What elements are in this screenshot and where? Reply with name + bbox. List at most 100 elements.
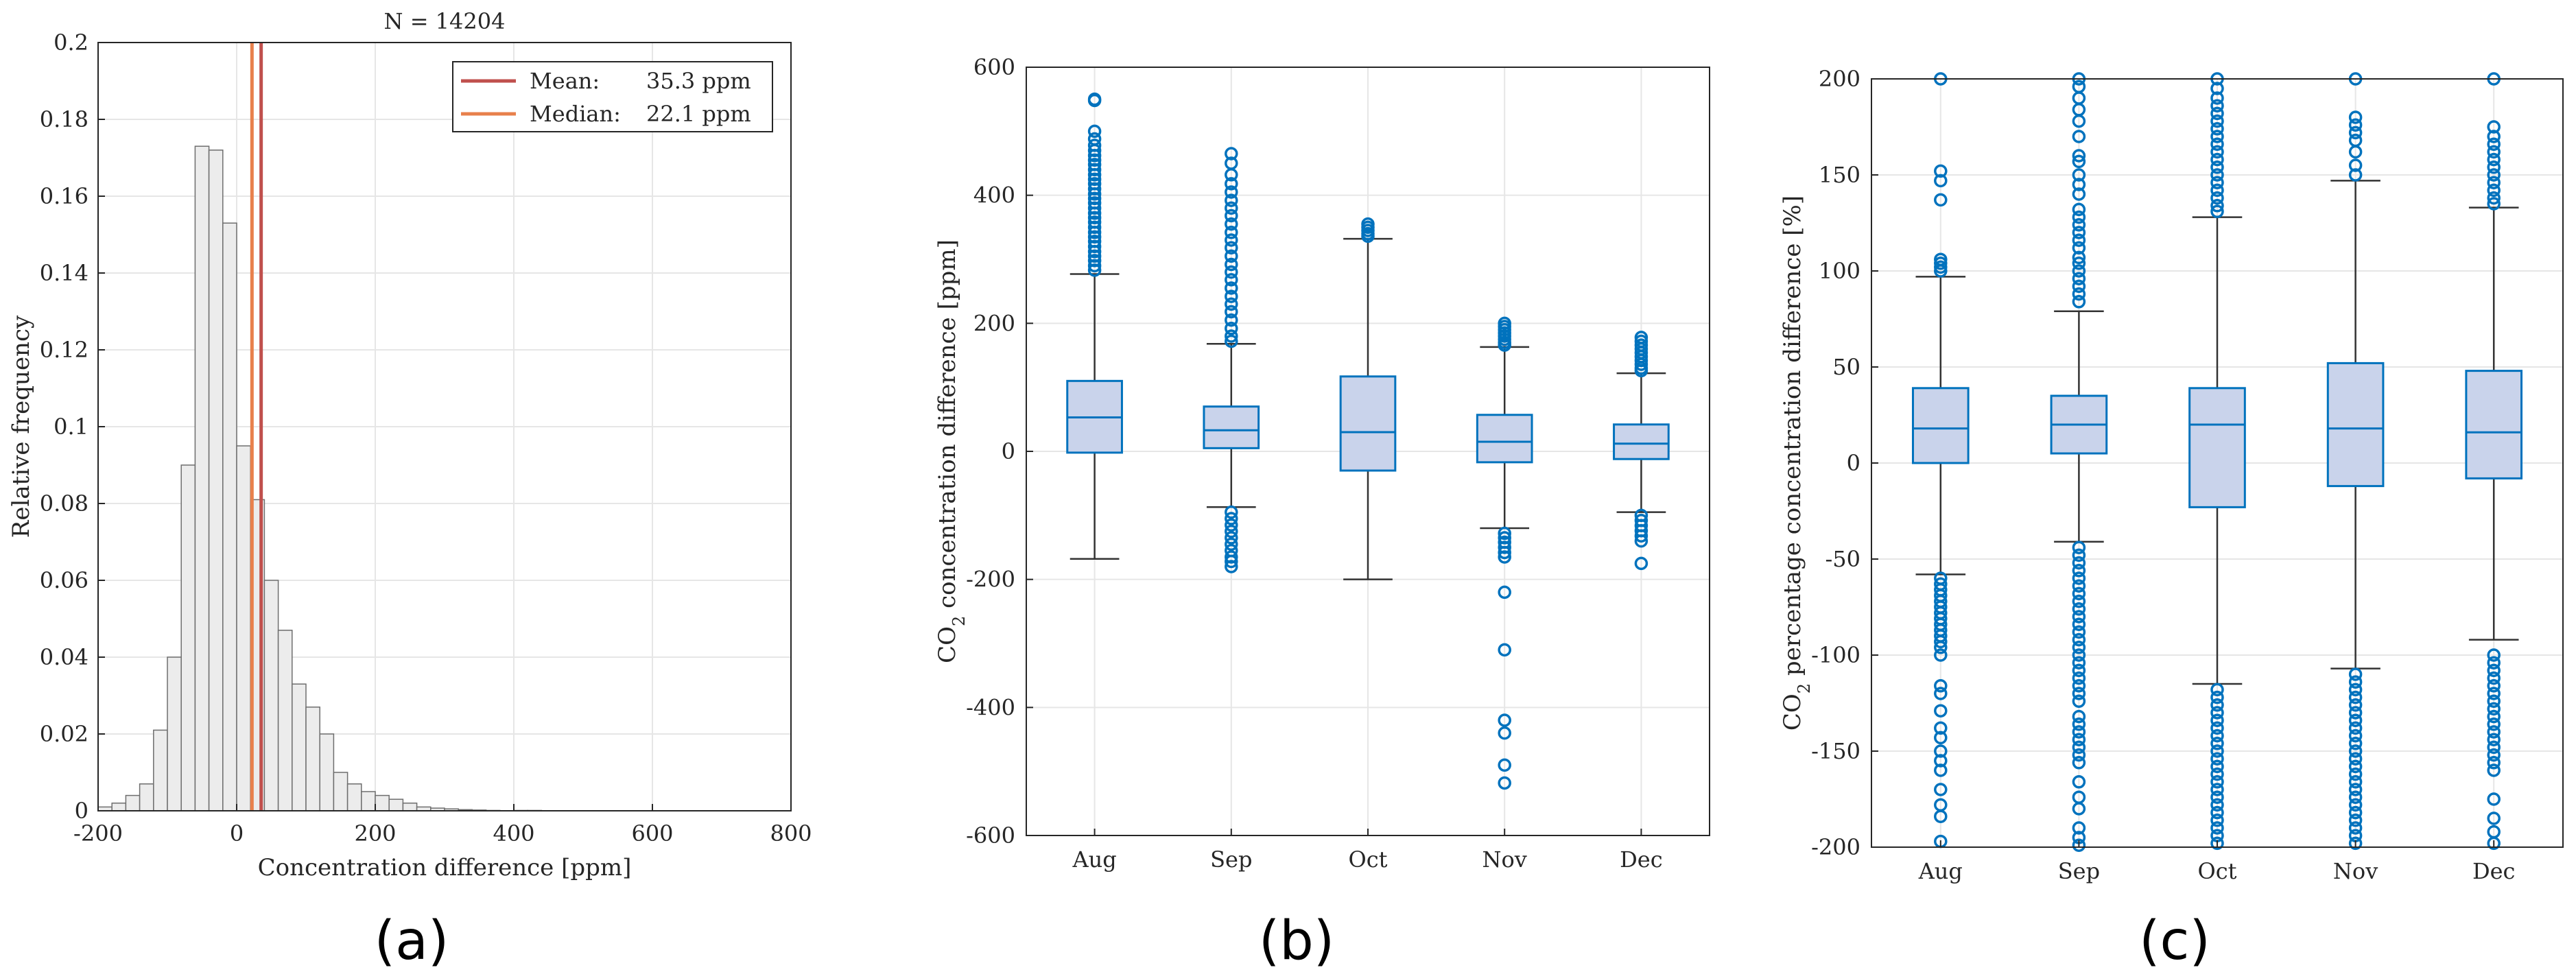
outlier-point <box>2348 667 2363 681</box>
x-tick-label: Sep <box>1210 846 1252 873</box>
x-tick-label: 400 <box>493 820 534 846</box>
x-tick-label: Oct <box>1348 846 1387 873</box>
outlier-point <box>2210 821 2224 835</box>
y-tick-label: 0.16 <box>40 183 88 209</box>
outlier-point <box>2210 698 2224 712</box>
y-tick-label: 0.14 <box>40 260 88 286</box>
boxplot-ppm-y-ticks: -600 -400 -200 0 200 400 600 <box>966 54 1033 849</box>
box-iqr <box>1476 414 1533 464</box>
outlier-point <box>1361 229 1375 244</box>
outlier-point <box>1225 524 1238 538</box>
outlier-point <box>1225 193 1238 207</box>
outlier-point <box>1934 193 1948 207</box>
outlier-point <box>1225 505 1238 519</box>
y-tick-label: -100 <box>1811 642 1860 668</box>
outlier-point <box>2210 683 2224 697</box>
outlier-point <box>1634 534 1649 548</box>
box-iqr <box>2326 361 2385 488</box>
outlier-point <box>2072 709 2086 724</box>
outlier-point <box>1087 143 1102 158</box>
outlier-point <box>1498 713 1511 727</box>
box-iqr <box>2465 370 2523 479</box>
outlier-point <box>1498 585 1511 600</box>
legend-median-label: Median: <box>530 101 621 127</box>
outlier-point <box>2072 821 2086 835</box>
outlier-point <box>2348 836 2363 851</box>
outlier-point <box>1225 550 1238 564</box>
outlier-point <box>1498 726 1511 740</box>
outlier-point <box>2487 168 2501 182</box>
outlier-point <box>2487 656 2501 669</box>
histogram-bar <box>167 656 182 811</box>
outlier-point <box>2072 663 2086 678</box>
histogram-bar <box>361 791 376 811</box>
outlier-point <box>1225 322 1238 335</box>
histogram-stat-lines <box>250 43 263 811</box>
outlier-point <box>1498 526 1511 541</box>
outlier-point <box>2072 725 2086 739</box>
y-tick-label: -150 <box>1811 738 1860 764</box>
outlier-point <box>2210 752 2224 766</box>
histogram-bar <box>277 630 293 811</box>
outlier-point <box>2487 687 2501 700</box>
outlier-point <box>2210 122 2224 136</box>
outlier-point <box>1498 531 1511 545</box>
box-iqr <box>2188 387 2246 508</box>
outlier-point <box>2210 814 2224 827</box>
y-tick-label: -200 <box>1811 834 1860 860</box>
outlier-point <box>2210 721 2224 735</box>
outlier-point <box>2210 759 2224 774</box>
outlier-point <box>2072 632 2086 647</box>
outlier-point <box>2072 295 2086 309</box>
outlier-point <box>1934 763 1948 777</box>
histogram-x-ticks: -200 0 200 400 600 800 <box>73 804 812 846</box>
histogram-bar <box>333 772 348 811</box>
y-tick-label: 150 <box>1819 162 1860 188</box>
boxplot-percent-boxes <box>1911 72 2523 852</box>
outlier-point <box>2210 176 2224 189</box>
outlier-point <box>1225 554 1238 569</box>
outlier-point <box>2487 183 2501 198</box>
x-tick-label: Nov <box>2333 858 2378 884</box>
outlier-point <box>2487 725 2501 739</box>
outlier-point <box>2348 767 2363 781</box>
outlier-point <box>2210 199 2224 213</box>
outlier-point <box>2487 756 2501 770</box>
outlier-point <box>1087 93 1102 108</box>
outlier-point <box>1087 191 1102 206</box>
outlier-point <box>2210 191 2224 205</box>
outlier-point <box>2487 161 2501 174</box>
y-tick-label: -600 <box>966 822 1015 849</box>
outlier-point <box>2072 571 2086 585</box>
outlier-point <box>2348 145 2363 159</box>
outlier-point <box>1225 313 1238 327</box>
outlier-point <box>2072 641 2086 654</box>
outlier-point <box>1225 201 1238 215</box>
outlier-point <box>2487 694 2501 708</box>
histogram-y-label: Relative frequency <box>8 315 35 538</box>
outlier-point <box>1225 334 1238 348</box>
outlier-point <box>1087 187 1102 201</box>
histogram-bar <box>125 794 141 811</box>
outlier-point <box>1934 679 1948 693</box>
outlier-point <box>1634 364 1649 378</box>
outlier-point <box>1634 529 1649 543</box>
histogram-y-ticks: 0 0.02 0.04 0.06 0.08 0.1 0.12 0.14 0.16 0.18 0.2 <box>40 29 105 824</box>
outlier-point <box>2072 687 2086 700</box>
y-tick-label: 50 <box>1832 354 1860 380</box>
outlier-point <box>2210 82 2224 95</box>
outlier-point <box>2348 728 2363 743</box>
outlier-point <box>1225 531 1238 545</box>
outlier-point <box>1634 357 1649 371</box>
outlier-point <box>1498 550 1511 564</box>
legend-median-value: 22.1 ppm <box>646 101 751 127</box>
y-tick-label: 600 <box>973 54 1015 80</box>
outlier-point <box>2487 671 2501 685</box>
y-tick-label: 0.2 <box>54 29 88 56</box>
outlier-point <box>2072 548 2086 562</box>
y-tick-label: 0.1 <box>54 414 88 440</box>
histogram-bar <box>388 798 404 811</box>
outlier-point <box>2348 713 2363 727</box>
outlier-point <box>2210 783 2224 796</box>
outlier-point <box>2210 805 2224 820</box>
